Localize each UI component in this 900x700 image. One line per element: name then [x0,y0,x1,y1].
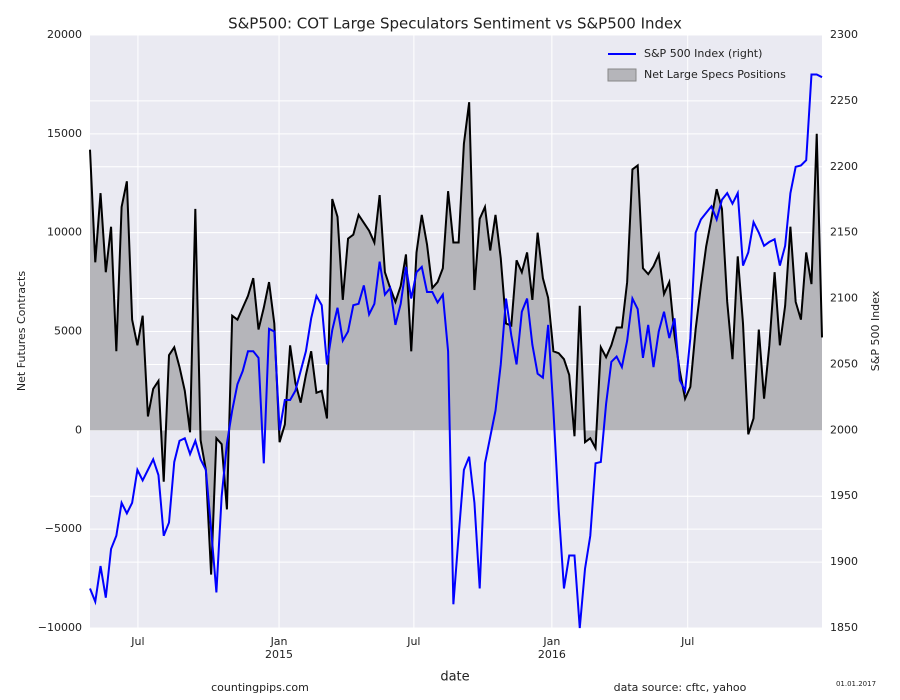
y2-tick-label: 1850 [830,621,858,634]
y-tick-label: −5000 [45,522,82,535]
y2-tick-label: 2100 [830,292,858,305]
y-axis-label: Net Futures Contracts [15,271,28,391]
legend-label: S&P 500 Index (right) [644,47,762,60]
x-tick-label: Jul [130,635,144,648]
area-line [89,102,823,575]
y2-tick-label: 2000 [830,423,858,436]
chart-title: S&P500: COT Large Speculators Sentiment … [228,15,682,33]
area-fill [90,102,822,575]
legend-swatch [607,68,637,82]
y-tick-label: 5000 [54,325,82,338]
y2-tick-label: 2050 [830,357,858,370]
y2-tick-label: 1900 [830,555,858,568]
x-tick-label: 2016 [538,648,566,661]
x-tick-label: Jul [406,635,420,648]
x-tick-label: Jan [270,635,288,648]
x-tick-label: Jul [680,635,694,648]
y2-axis-label: S&P 500 Index [869,290,882,371]
x-tick-label: 2015 [265,648,293,661]
y2-tick-label: 2250 [830,94,858,107]
y2-tick-label: 2300 [830,28,858,41]
y-tick-label: 10000 [47,226,82,239]
y2-tick-label: 2200 [830,160,858,173]
y-tick-label: 15000 [47,127,82,140]
footer-data-source: data source: cftc, yahoo [614,681,747,694]
legend-label: Net Large Specs Positions [644,68,786,81]
y-tick-label: −10000 [38,621,82,634]
footer-date: 01.01.2017 [836,680,876,688]
y-tick-label: 0 [75,423,82,436]
x-tick-label: Jan [542,635,560,648]
footer-source-site: countingpips.com [211,681,309,694]
y2-tick-label: 2150 [830,226,858,239]
x-axis-label: date [440,670,469,685]
y-tick-label: 20000 [47,28,82,41]
y2-tick-label: 1950 [830,489,858,502]
line [89,73,823,629]
